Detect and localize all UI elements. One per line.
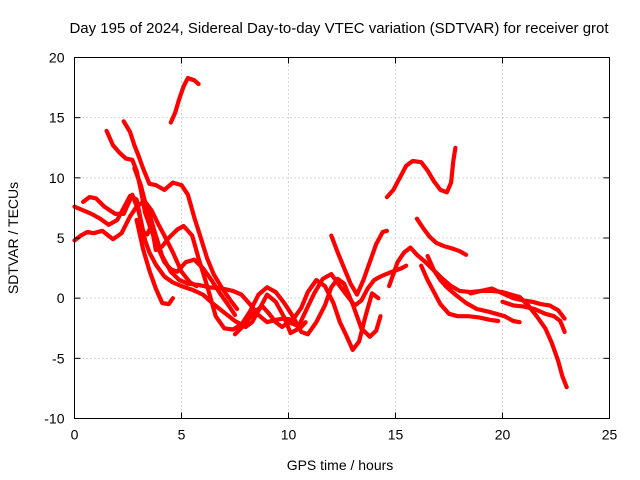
data-series-track-13 [414,216,469,257]
y-tick-label: -10 [44,411,64,427]
data-series-track-3 [81,192,383,339]
data-series-track-5 [121,119,240,312]
y-tick-label: 20 [49,50,65,66]
chart-title: Day 195 of 2024, Sidereal Day-to-day VTE… [69,20,609,37]
grid-layer [74,57,610,419]
data-series-track-6 [132,166,199,289]
data-series-track-8 [168,75,201,125]
x-tick-label: 25 [602,427,618,443]
x-tick-label: 10 [281,427,297,443]
data-series-track-17 [500,299,567,334]
y-tick-label: 15 [49,110,65,126]
data-series-track-4 [104,128,238,318]
tick-layer: 0 5 10 15 20 25 -10 -5 0 5 10 15 20 [44,50,617,443]
data-series-track-11 [387,245,567,321]
x-axis-label: GPS time / hours [287,457,394,473]
y-tick-label: 5 [57,230,65,246]
data-series-track-14 [425,253,522,325]
x-tick-label: 20 [495,427,511,443]
data-series-track-10 [329,228,389,297]
data-series-track-2 [72,199,381,352]
x-tick-label: 15 [388,427,404,443]
series-layer [72,75,569,390]
data-series-track-15 [419,263,501,324]
y-tick-label: -5 [52,350,65,366]
y-tick-label: 10 [49,170,65,186]
y-axis-label: SDTVAR / TECUs [5,182,21,294]
x-tick-label: 5 [178,427,186,443]
x-tick-label: 0 [71,427,79,443]
y-tick-label: 0 [57,290,65,306]
data-series-track-9 [232,304,308,337]
data-series-track-7 [134,217,175,307]
data-series-track-12 [384,145,458,200]
data-series-track-16 [468,288,569,390]
